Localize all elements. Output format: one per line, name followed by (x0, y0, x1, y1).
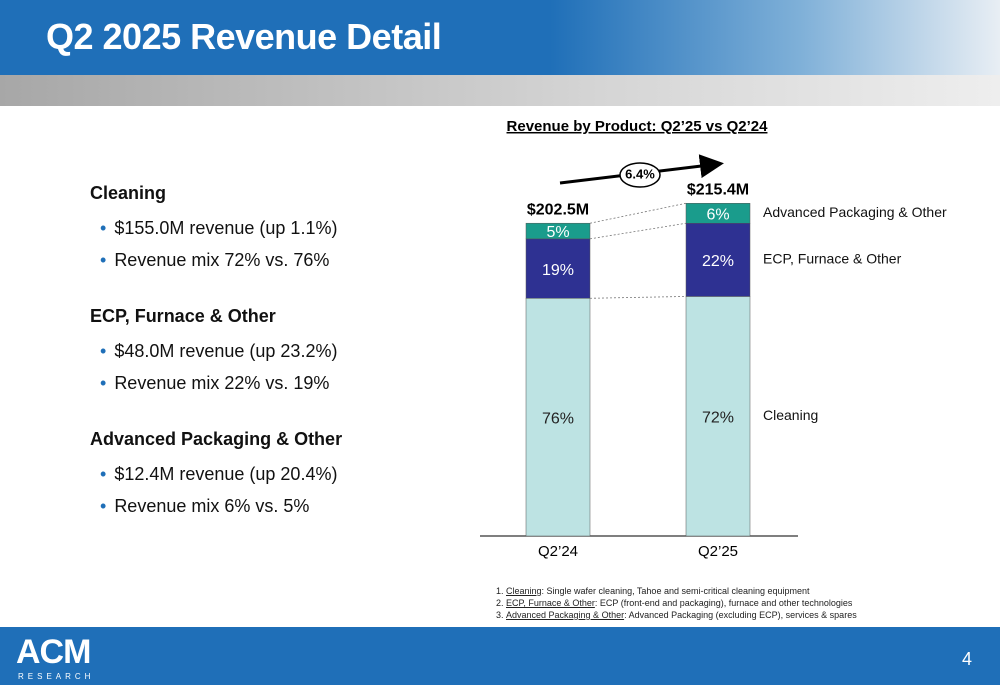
summary: Cleaning$155.0M revenue (up 1.1%)Revenue… (90, 183, 450, 552)
legend-label: Cleaning (763, 407, 818, 423)
bullet-list: $48.0M revenue (up 23.2%)Revenue mix 22%… (90, 335, 450, 399)
footer: ACM RESEARCH 4 (0, 627, 1000, 685)
segment-label: 6% (706, 206, 729, 223)
footnotes: Cleaning: Single wafer cleaning, Tahoe a… (490, 585, 857, 621)
page-number: 4 (961, 649, 972, 669)
footnote-term: Advanced Packaging & Other (506, 610, 625, 620)
chart: Revenue by Product: Q2’25 vs Q2’24 6.4% … (480, 118, 947, 560)
bullet: $12.4M revenue (up 20.4%) (100, 458, 450, 490)
bar-segment (685, 222, 751, 297)
footnote-term: Cleaning (506, 586, 542, 596)
total-label: $202.5M (527, 201, 589, 218)
total-label: $215.4M (687, 182, 749, 199)
bullet-list: $155.0M revenue (up 1.1%)Revenue mix 72%… (90, 212, 450, 276)
header: Q2 2025 Revenue Detail (0, 0, 1000, 75)
footnote: ECP, Furnace & Other: ECP (front-end and… (506, 597, 857, 609)
bar-segment (525, 238, 591, 299)
bullet: $48.0M revenue (up 23.2%) (100, 335, 450, 367)
segment-label: 22% (702, 253, 734, 270)
legend-label: Advanced Packaging & Other (763, 204, 947, 220)
connector (589, 296, 687, 299)
section-title: Cleaning (90, 183, 167, 203)
section-title: Advanced Packaging & Other (90, 429, 343, 449)
growth-badge (619, 162, 661, 188)
footnote-text: : Advanced Packaging (excluding ECP), se… (624, 610, 857, 620)
bullet: Revenue mix 72% vs. 76% (100, 244, 450, 276)
section: Cleaning $155.0M revenue (up 1.1%)Revenue… (90, 183, 450, 276)
connector (589, 222, 687, 240)
legend-label: ECP, Furnace & Other (763, 251, 902, 267)
bullet: $155.0M revenue (up 1.1%) (100, 212, 450, 244)
footnote-text: : Single wafer cleaning, Tahoe and semi-… (541, 586, 810, 596)
logo: ACM (16, 633, 91, 671)
connector (589, 202, 687, 224)
segment-label: 5% (546, 224, 569, 241)
bar-segment (685, 296, 751, 537)
x-tick-label: Q2’24 (538, 543, 578, 560)
chart-title: Revenue by Product: Q2’25 vs Q2’24 (507, 118, 769, 135)
footnote-text: : ECP (front-end and packaging), furnace… (594, 598, 853, 608)
footnote: Advanced Packaging & Other: Advanced Pac… (506, 609, 857, 621)
bullet: Revenue mix 6% vs. 5% (100, 490, 450, 522)
segment-label: 72% (702, 409, 734, 426)
section: ECP, Furnace & Other $48.0M revenue (up 2… (90, 306, 450, 399)
bullet: Revenue mix 22% vs. 19% (100, 367, 450, 399)
footnote: Cleaning: Single wafer cleaning, Tahoe a… (506, 585, 857, 597)
section: Advanced Packaging & Other $12.4M revenue… (90, 429, 450, 522)
bar-segment (525, 222, 591, 240)
x-tick-label: Q2’25 (698, 543, 738, 560)
title: Q2 2025 Revenue Detail (46, 16, 442, 57)
section-title: ECP, Furnace & Other (90, 306, 276, 326)
bar-segment (685, 203, 751, 224)
logo-sub: RESEARCH (18, 672, 95, 681)
segment-label: 19% (542, 262, 574, 279)
bar-segment (525, 298, 591, 537)
growth-label: 6.4% (625, 166, 655, 181)
segment-label: 76% (542, 410, 574, 427)
header-band (0, 75, 1000, 106)
bullet-list: $12.4M revenue (up 20.4%)Revenue mix 6% … (90, 458, 450, 522)
footnote-term: ECP, Furnace & Other (506, 598, 595, 608)
